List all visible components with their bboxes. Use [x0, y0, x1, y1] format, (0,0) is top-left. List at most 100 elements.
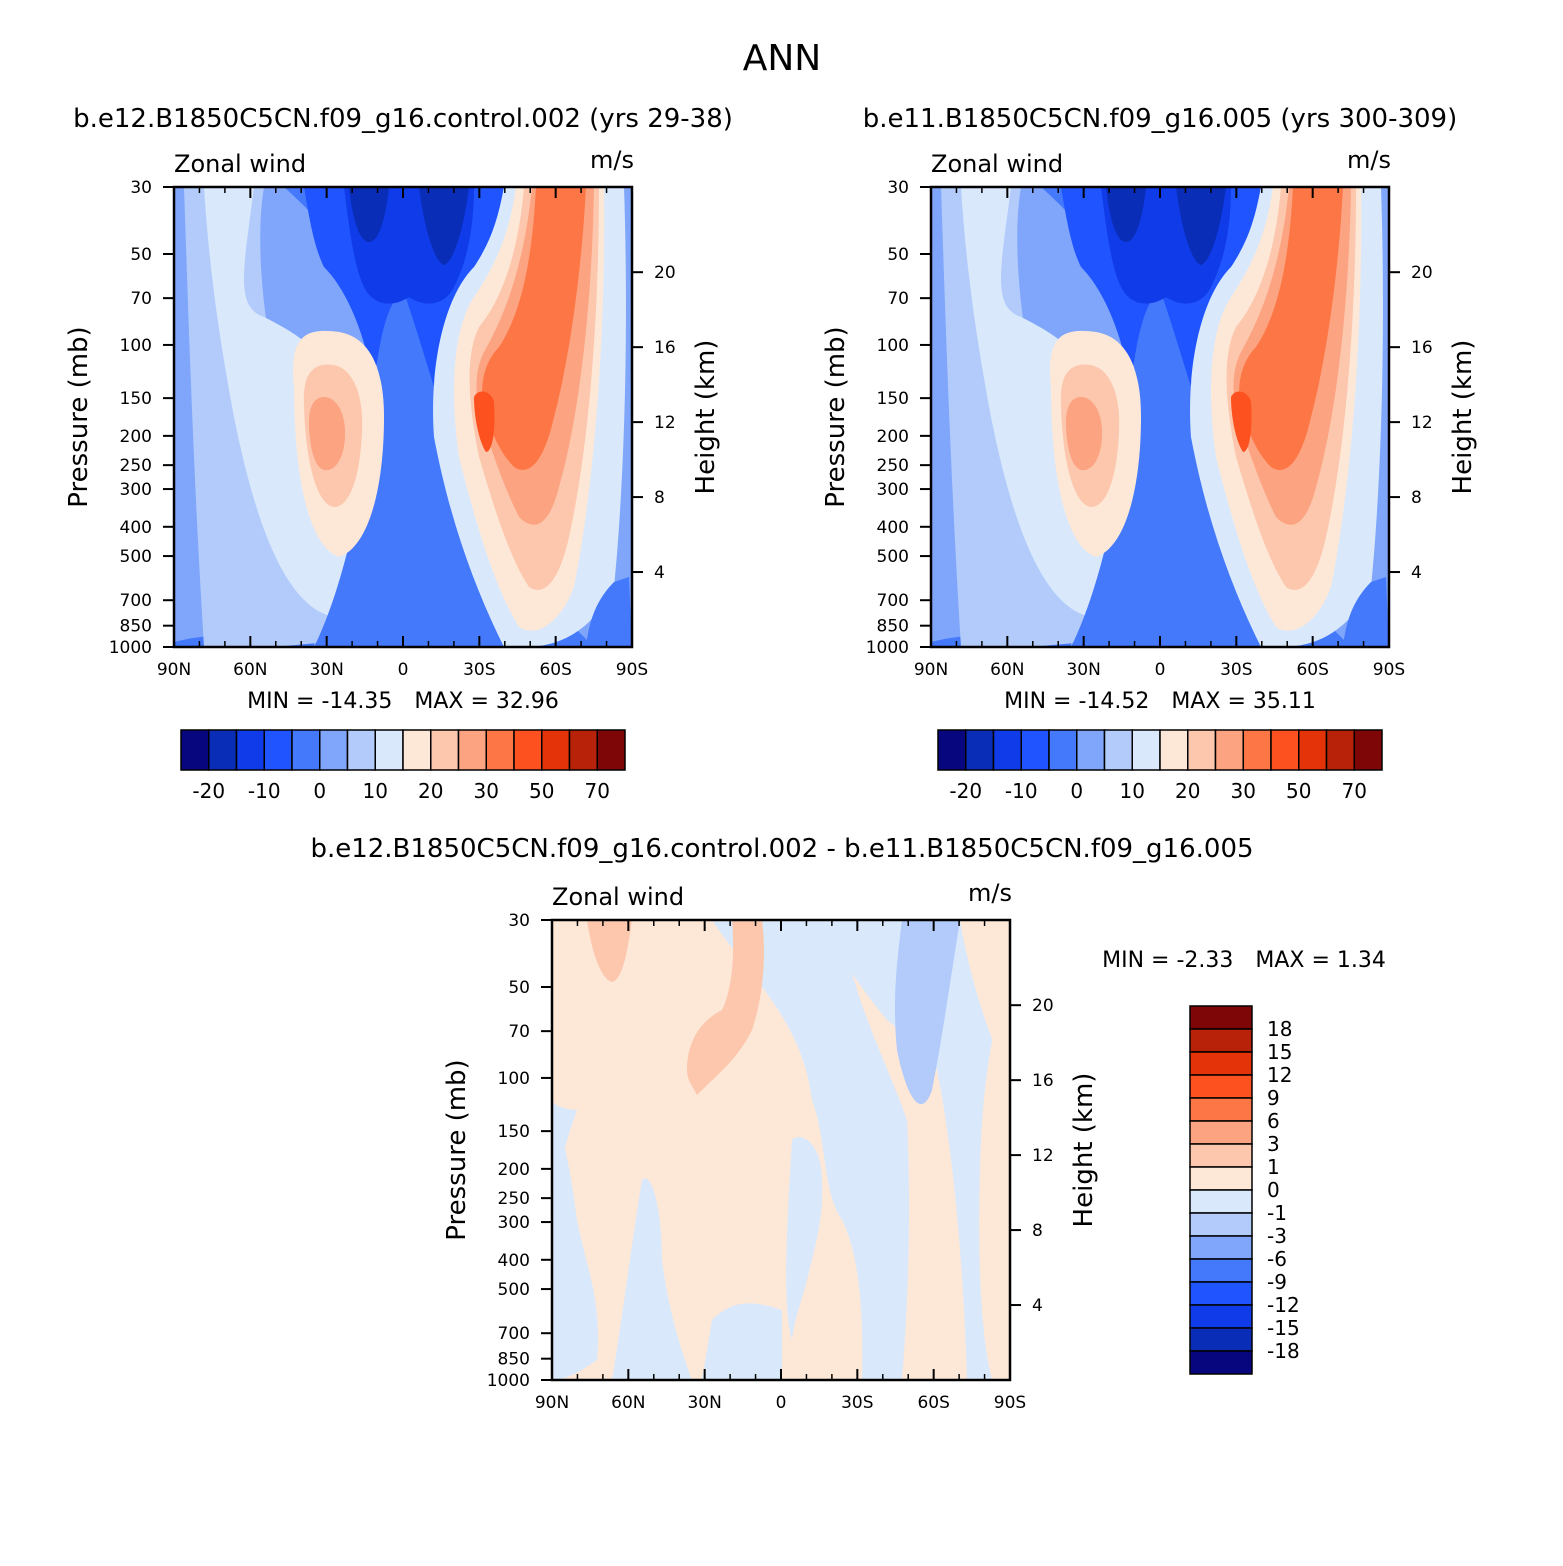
colorbar-box: [263, 729, 293, 771]
colorbar-label: 20: [418, 779, 443, 803]
y-axis-title: Pressure (mb): [64, 326, 94, 507]
x-tick-label: 90S: [994, 1393, 1026, 1413]
colorbar-label: 10: [363, 779, 388, 803]
colorbar-box: [1189, 1028, 1253, 1053]
max-label: MAX = 32.96: [414, 689, 559, 714]
panel-right-label: m/s: [968, 879, 1012, 907]
colorbar-box: [1189, 1166, 1253, 1191]
x-tick-label: 0: [1155, 660, 1166, 680]
y-tick-label: 70: [130, 289, 152, 309]
y2-axis-title: Height (km): [691, 340, 721, 495]
colorbar-label: -6: [1267, 1247, 1287, 1271]
min-label: MIN = -14.35: [247, 689, 392, 714]
x-tick-label: 30S: [841, 1393, 873, 1413]
y2-tick-label: 4: [1411, 563, 1422, 583]
y2-axis-title: Height (km): [1448, 340, 1478, 495]
colorbar-box: [1298, 729, 1328, 771]
colorbar-box: [291, 729, 321, 771]
y2-tick-label: 12: [1032, 1146, 1054, 1166]
season-title: ANN: [743, 38, 822, 79]
y-tick-label: 30: [130, 178, 152, 198]
y2-tick-label: 16: [1411, 338, 1433, 358]
contour-field: [552, 920, 1010, 1380]
y-tick-label: 30: [508, 911, 530, 931]
y-tick-label: 200: [120, 427, 152, 447]
x-tick-label: 0: [398, 660, 409, 680]
colorbar-box: [1189, 1120, 1253, 1145]
x-tick-label: 90N: [535, 1393, 569, 1413]
y-tick-label: 300: [877, 480, 909, 500]
colorbar-label: 0: [1267, 1178, 1280, 1202]
colorbar-box: [937, 729, 967, 771]
x-tick-label: 30S: [463, 660, 495, 680]
y-tick-label: 100: [877, 336, 909, 356]
colorbar-label: 20: [1175, 779, 1200, 803]
y-tick-label: 500: [498, 1280, 530, 1300]
colorbar-label: 1: [1267, 1155, 1280, 1179]
y-tick-label: 250: [498, 1189, 530, 1209]
colorbar-box: [1242, 729, 1272, 771]
y-tick-label: 850: [498, 1350, 530, 1370]
y2-tick-label: 20: [654, 263, 676, 283]
colorbar-box: [992, 729, 1022, 771]
colorbar-box: [319, 729, 349, 771]
panel-title: b.e12.B1850C5CN.f09_g16.control.002 (yrs…: [73, 104, 733, 134]
colorbar-box: [1189, 1005, 1253, 1030]
y2-tick-label: 8: [1411, 488, 1422, 508]
colorbar-label: -10: [248, 779, 281, 803]
y-tick-label: 70: [508, 1022, 530, 1042]
min-label: MIN = -2.33: [1102, 948, 1233, 973]
y-tick-label: 150: [877, 389, 909, 409]
x-tick-label: 30N: [687, 1393, 721, 1413]
x-tick-label: 60S: [539, 660, 571, 680]
y-tick-label: 100: [498, 1069, 530, 1089]
y-tick-label: 850: [877, 617, 909, 637]
x-tick-label: 60N: [233, 660, 267, 680]
y-tick-label: 300: [120, 480, 152, 500]
y2-tick-label: 20: [1411, 263, 1433, 283]
colorbar-box: [1159, 729, 1189, 771]
y2-tick-label: 12: [1411, 413, 1433, 433]
y2-axis-title: Height (km): [1069, 1073, 1099, 1228]
colorbar-box: [1214, 729, 1244, 771]
colorbar-label: 15: [1267, 1040, 1292, 1064]
colorbar-box: [1076, 729, 1106, 771]
colorbar-box: [1189, 1143, 1253, 1168]
y-tick-label: 400: [877, 518, 909, 538]
panel-left-label: Zonal wind: [174, 150, 306, 178]
panel-left-label: Zonal wind: [931, 150, 1063, 178]
colorbar-box: [1131, 729, 1161, 771]
colorbar-label: -12: [1267, 1293, 1300, 1317]
x-tick-label: 60S: [1296, 660, 1328, 680]
colorbar-label: 9: [1267, 1086, 1280, 1110]
colorbar-label: 70: [585, 779, 610, 803]
colorbar-box: [568, 729, 598, 771]
min-max-label: MIN = -2.33 MAX = 1.34: [1102, 948, 1386, 973]
colorbar-label: -3: [1267, 1224, 1287, 1248]
y2-tick-label: 8: [1032, 1221, 1043, 1241]
contour-field: [931, 187, 1389, 647]
x-tick-label: 60N: [990, 660, 1024, 680]
y-tick-label: 50: [508, 978, 530, 998]
colorbar-box: [1189, 1327, 1253, 1352]
y-tick-label: 1000: [487, 1371, 530, 1391]
colorbar-label: -9: [1267, 1270, 1287, 1294]
colorbar-box: [346, 729, 376, 771]
y-tick-label: 1000: [866, 638, 909, 658]
colorbar-box: [1020, 729, 1050, 771]
colorbar-label: 0: [313, 779, 326, 803]
colorbar-box: [1353, 729, 1383, 771]
colorbar-label: -18: [1267, 1339, 1300, 1363]
x-tick-label: 90S: [1373, 660, 1405, 680]
y-tick-label: 700: [877, 591, 909, 611]
colorbar-box: [235, 729, 265, 771]
y2-tick-label: 12: [654, 413, 676, 433]
x-tick-label: 90S: [616, 660, 648, 680]
colorbar-box: [1048, 729, 1078, 771]
y-tick-label: 30: [887, 178, 909, 198]
colorbar-label: 0: [1070, 779, 1083, 803]
panel-difference: Zonal wind m/s 90N 60N 30N 0 30S 60S 90S305070…: [442, 879, 1386, 1413]
y-tick-label: 700: [498, 1324, 530, 1344]
colorbar-box: [1189, 1281, 1253, 1306]
